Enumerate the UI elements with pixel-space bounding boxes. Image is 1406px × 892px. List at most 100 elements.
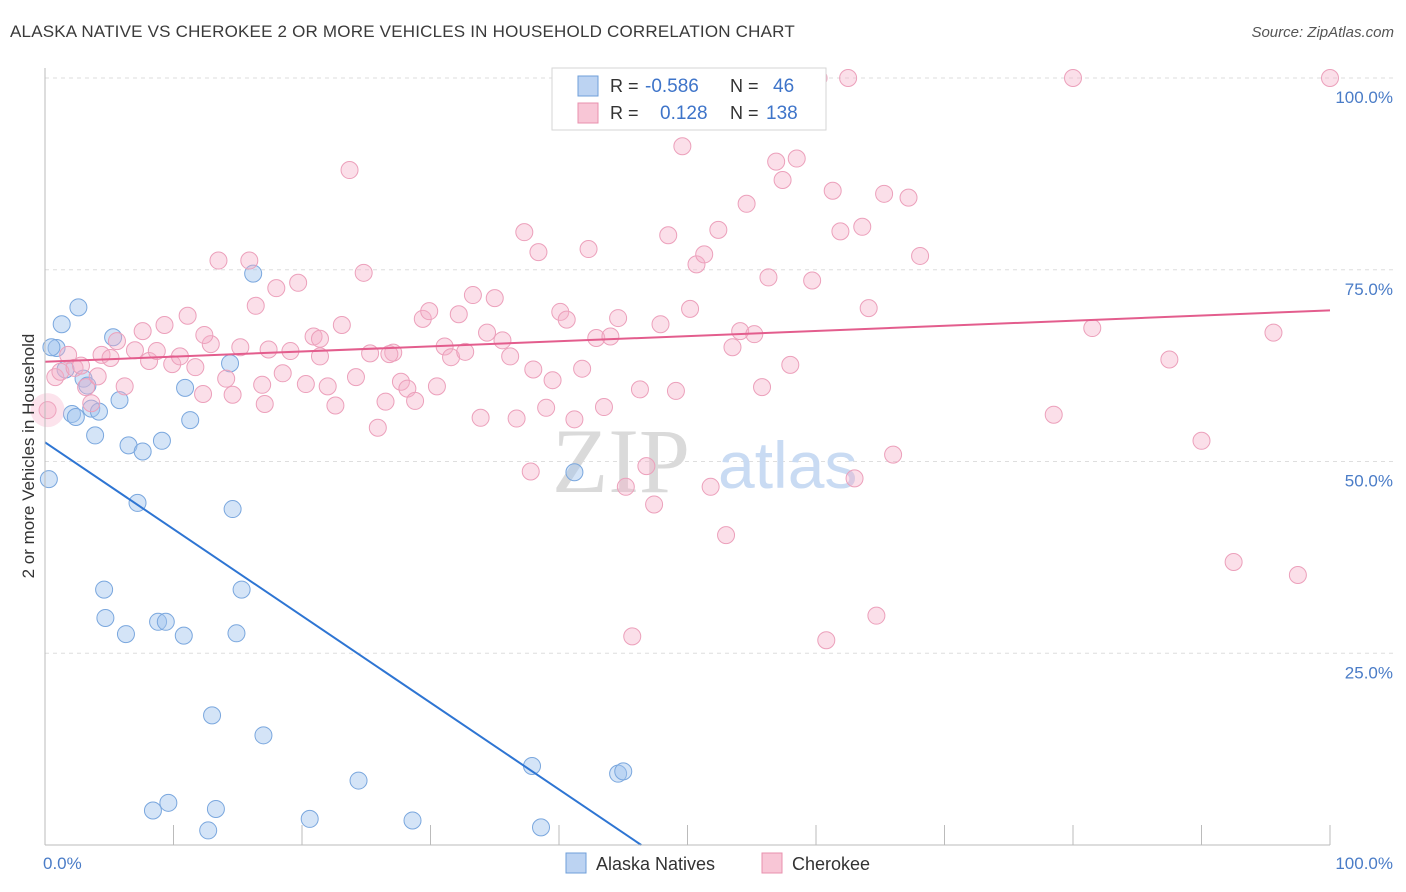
cherokee-point: [354, 263, 373, 282]
cherokee-point: [1192, 431, 1211, 450]
cherokee-point: [759, 268, 778, 287]
alaska-natives-point: [532, 818, 551, 837]
cherokee-point: [565, 410, 584, 429]
cherokee-point: [478, 323, 497, 342]
alaska-natives-points: [39, 264, 633, 840]
alaska-natives-point: [96, 608, 115, 627]
cherokee-point: [231, 338, 250, 357]
cherokee-point: [717, 526, 736, 545]
cherokee-point: [267, 279, 286, 298]
cherokee-point: [133, 322, 152, 341]
legend-r-label-2: R =: [610, 103, 639, 123]
cherokee-point: [413, 309, 432, 328]
alaska-natives-point: [69, 298, 88, 317]
cherokee-point: [551, 302, 570, 321]
cherokee-point: [223, 385, 242, 404]
series-legend: Alaska Natives Cherokee: [565, 852, 870, 874]
y-tick-label: 50.0%: [1345, 472, 1393, 491]
cherokee-point: [259, 340, 278, 359]
cherokee-point: [51, 362, 70, 381]
axes: [44, 68, 1331, 846]
cherokee-point: [543, 371, 562, 390]
cherokee-point: [217, 369, 236, 388]
watermark-zip: ZIP: [552, 410, 690, 512]
cherokee-point: [723, 338, 742, 357]
cherokee-point: [515, 223, 534, 242]
cherokee-point: [831, 222, 850, 241]
alaska-natives-point: [223, 500, 242, 519]
cherokee-point: [695, 245, 714, 264]
cherokee-point: [867, 606, 886, 625]
cherokee-point: [731, 322, 750, 341]
cherokee-point: [493, 331, 512, 350]
alaska-natives-point: [116, 625, 135, 644]
cherokee-point: [681, 299, 700, 318]
cherokee-point: [579, 240, 598, 259]
alaska-natives-point: [110, 391, 129, 410]
trend-lines: [44, 309, 1331, 846]
cherokee-point: [781, 355, 800, 374]
legend-n-value-1: 46: [773, 76, 794, 97]
alaska-natives-point: [47, 338, 66, 357]
cherokee-point: [59, 345, 78, 364]
cherokee-point-large: [30, 393, 65, 428]
cherokee-point: [38, 401, 57, 420]
cherokee-point: [332, 315, 351, 334]
legend-n-value-2: 138: [766, 103, 798, 124]
cherokee-point: [1083, 319, 1102, 338]
cherokee-point: [310, 347, 329, 366]
cherokee-point: [471, 408, 490, 427]
cherokee-point: [899, 188, 918, 207]
cherokee-point: [289, 273, 308, 292]
cherokee-point: [273, 364, 292, 383]
source-credit: Source: ZipAtlas.com: [1251, 24, 1394, 41]
cherokee-point: [310, 329, 329, 348]
cherokee-point: [376, 392, 395, 411]
alaska-natives-point: [52, 315, 71, 334]
cherokee-point: [623, 627, 642, 646]
alaska-natives-point: [143, 801, 162, 820]
cherokee-point: [737, 194, 756, 213]
watermark-atlas: atlas: [718, 428, 857, 502]
cherokee-point: [485, 289, 504, 308]
cherokee-point: [296, 375, 315, 394]
y-tick-label: 25.0%: [1345, 663, 1393, 682]
cherokee-point: [594, 398, 613, 417]
cherokee-point: [346, 368, 365, 387]
alaska-natives-point: [149, 612, 168, 631]
cherokee-point: [449, 305, 468, 324]
y-tick-label: 100.0%: [1335, 88, 1393, 107]
cherokee-point: [753, 378, 772, 397]
cherokee-point: [391, 372, 410, 391]
cherokee-point: [767, 152, 786, 171]
cherokee-point: [155, 315, 174, 334]
cherokee-point: [361, 344, 380, 363]
series-legend-swatch-cherokee: [761, 852, 783, 874]
cherokee-point: [501, 347, 520, 366]
legend-n-label-2: N =: [730, 103, 759, 123]
cherokee-point: [616, 477, 635, 496]
x-tick-label-100: 100.0%: [1335, 854, 1393, 873]
cherokee-point: [787, 149, 806, 168]
cherokee-point: [107, 332, 126, 351]
cherokee-point: [911, 246, 930, 265]
cherokee-point: [201, 335, 220, 354]
alaska-natives-point: [176, 378, 195, 397]
alaska-natives-point: [203, 706, 222, 725]
cherokee-point: [82, 394, 101, 413]
y-tick-label: 75.0%: [1345, 280, 1393, 299]
cherokee-point: [1064, 69, 1082, 87]
alaska-natives-point: [174, 626, 193, 645]
grid: 25.0% 50.0% 75.0% 100.0%: [45, 77, 1395, 682]
y-axis-label: 2 or more Vehicles in Household: [19, 334, 38, 579]
cherokee-points: [30, 69, 1339, 650]
cherokee-point: [659, 226, 678, 245]
alaska-natives-point: [227, 624, 246, 643]
series-legend-alaska: Alaska Natives: [596, 854, 715, 874]
alaska-natives-point: [42, 338, 61, 357]
cherokee-point: [817, 631, 836, 650]
cherokee-point: [318, 377, 337, 396]
alaska-natives-point: [39, 470, 58, 489]
cherokee-point: [1288, 566, 1307, 585]
alaska-natives-point: [232, 580, 251, 599]
